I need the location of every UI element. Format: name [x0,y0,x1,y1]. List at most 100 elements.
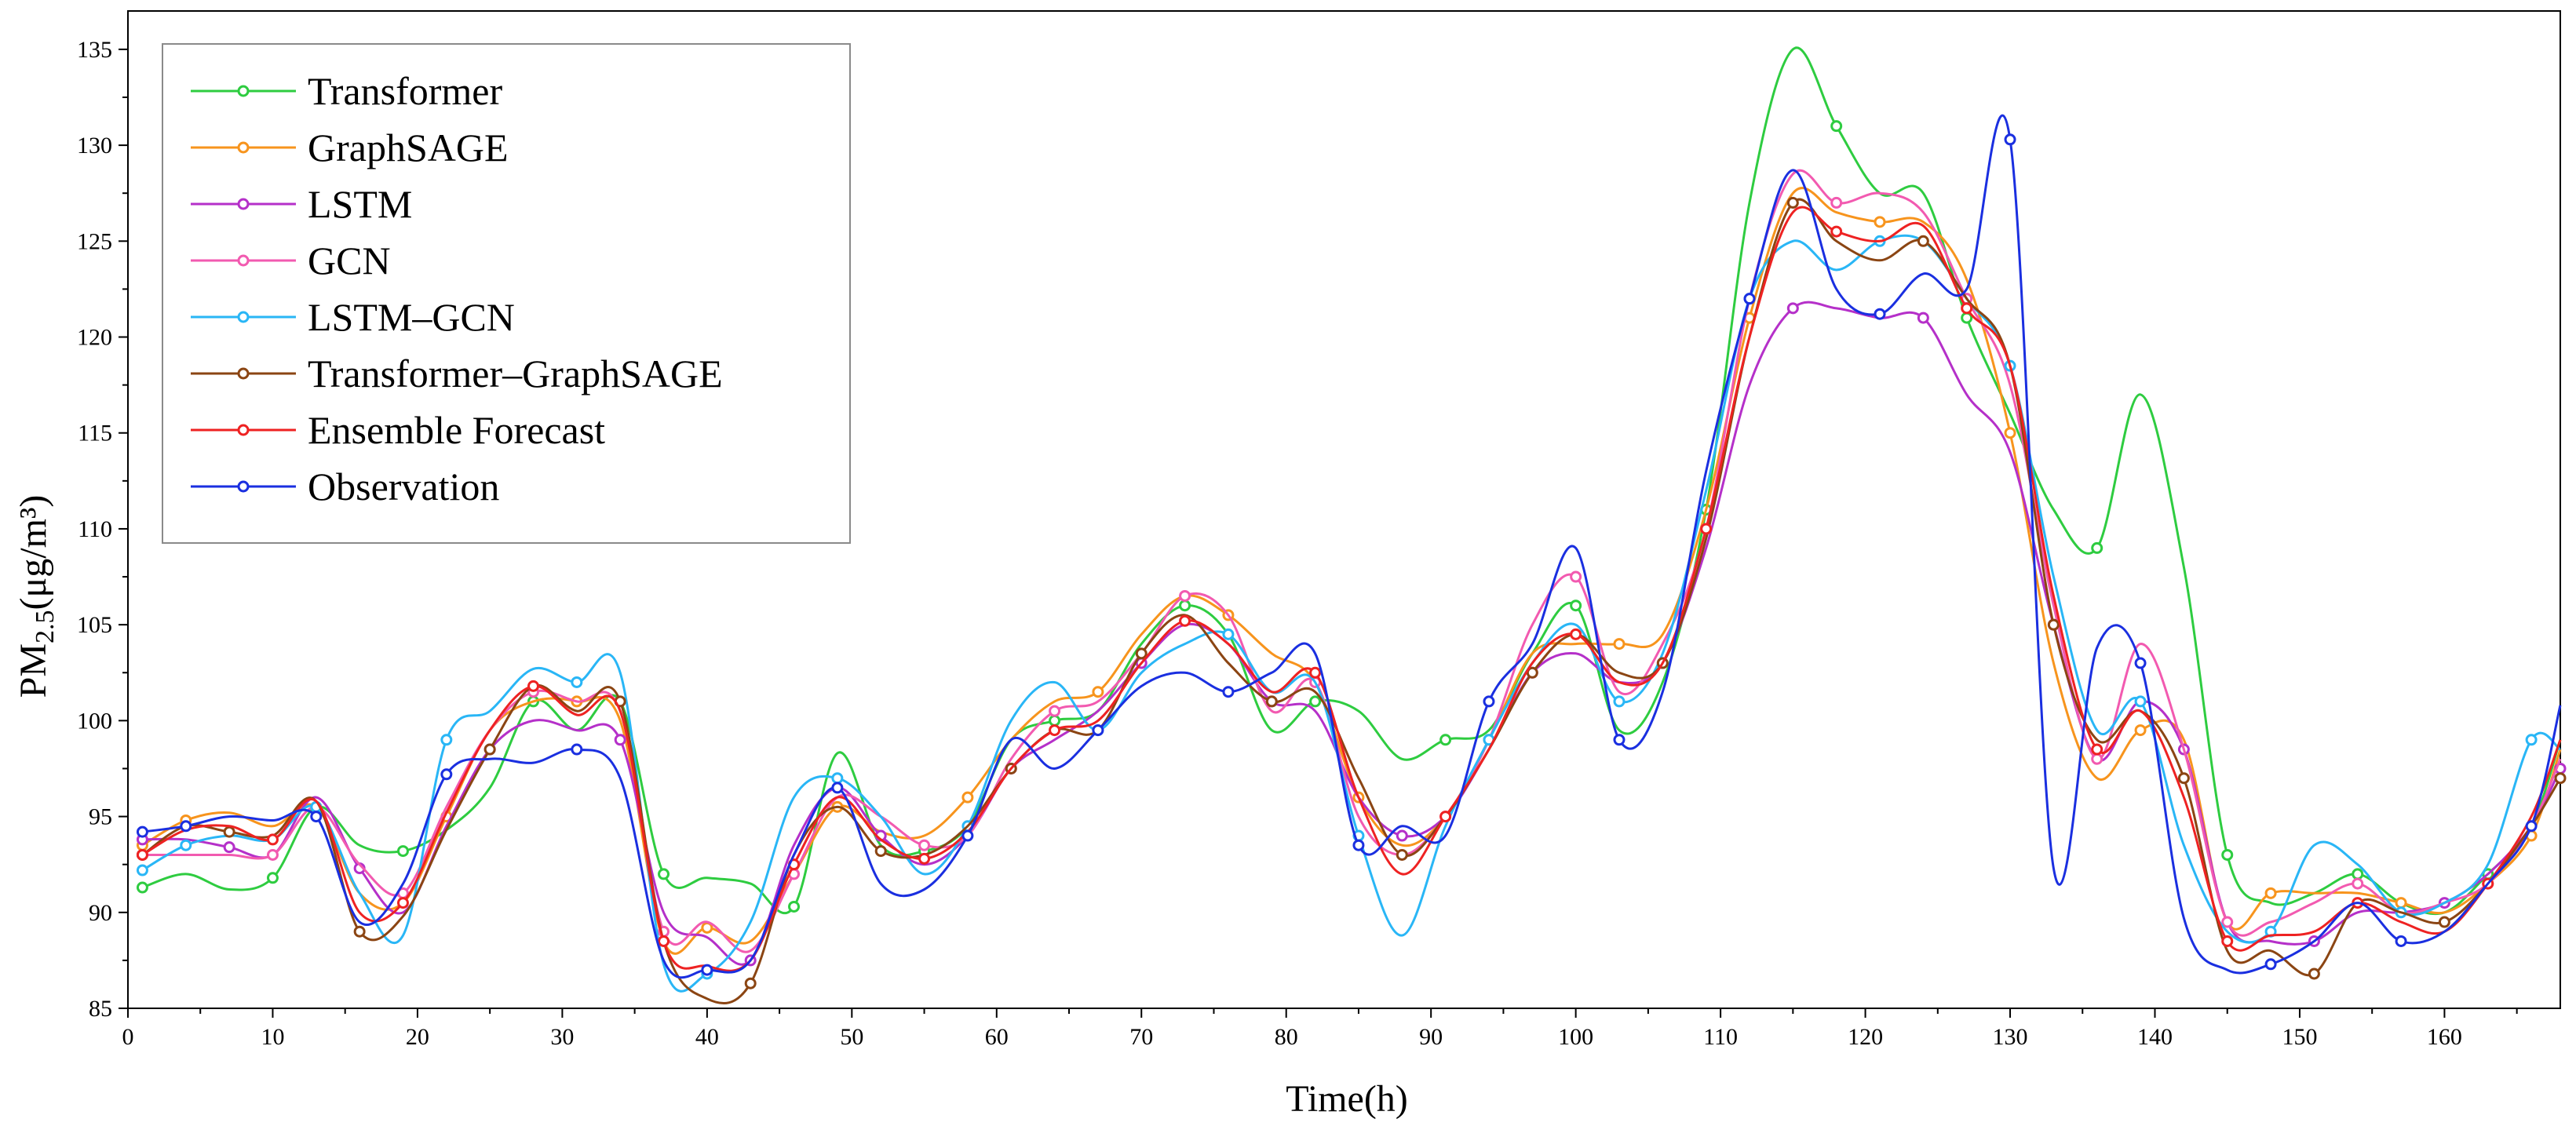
data-point [1352,839,1365,851]
legend-label: GraphSAGE [308,126,509,169]
data-point [2264,958,2277,971]
data-point [2004,427,2016,439]
legend-label: LSTM–GCN [308,295,515,339]
legend-item: GraphSAGE [191,126,509,169]
data-point [1179,589,1191,602]
data-point [1439,811,1452,823]
x-tick-label: 50 [840,1024,863,1050]
data-point [223,841,235,854]
data-point [180,820,192,833]
data-point [2525,734,2538,746]
legend-label: Transformer–GraphSAGE [308,352,723,395]
data-point [2091,743,2103,756]
data-point [2352,877,2364,890]
data-point [2395,935,2407,947]
data-point [831,772,844,785]
legend: Transformer GraphSAGE LSTM GCN LSTM–GCN Trans… [162,43,851,544]
data-point [2004,133,2016,146]
data-point [136,848,148,861]
data-point [1874,308,1886,320]
data-point [1613,695,1626,708]
data-point [310,811,323,823]
y-tick-label: 125 [77,228,112,254]
data-point [1743,293,1756,305]
legend-item: GCN [191,239,391,282]
y-axis-title-sub: 2.5 [31,610,60,643]
data-point [1570,570,1582,583]
x-tick-label: 150 [2282,1024,2317,1050]
data-point [1396,848,1408,861]
data-point [1613,734,1626,746]
data-point [2134,657,2147,669]
data-point [353,925,366,938]
data-point [1049,705,1061,717]
y-tick-label: 120 [77,325,112,351]
data-point [2221,916,2234,928]
data-point [1700,523,1713,535]
data-point [1179,599,1191,612]
data-point [2395,897,2407,909]
data-point [2177,772,2190,785]
legend-swatch-marker [237,254,250,267]
data-point [744,977,757,989]
x-tick-label: 10 [261,1024,284,1050]
data-point [1309,695,1322,708]
series-layer [136,46,2567,1004]
y-tick-label: 90 [89,900,112,926]
data-point [527,680,539,692]
y-tick-label: 105 [77,612,112,638]
data-point [658,868,670,880]
x-tick-label: 90 [1419,1024,1443,1050]
data-point [1786,302,1799,315]
data-point [961,829,974,842]
series-line [142,301,2562,966]
x-tick-label: 70 [1129,1024,1153,1050]
x-tick-label: 40 [695,1024,719,1050]
y-tick-label: 110 [78,516,112,542]
data-point [136,881,148,894]
data-point [1222,628,1235,640]
x-tick-label: 120 [1848,1024,1883,1050]
data-point [701,964,713,976]
data-point [918,839,931,851]
data-point [223,825,235,838]
data-point [961,791,974,804]
plot-frame [127,10,2561,1009]
data-point [266,872,279,884]
data-point [831,782,844,794]
data-point [2091,541,2103,554]
data-point [571,743,583,756]
data-point [1570,599,1582,612]
data-point [874,845,887,858]
data-point [2047,618,2060,631]
data-point [1613,638,1626,650]
data-point [2221,935,2234,947]
y-tick-label: 115 [78,421,112,446]
data-point [136,864,148,876]
data-point [2554,772,2567,785]
y-tick-label: 100 [77,708,112,734]
x-tick-label: 130 [1993,1024,2028,1050]
legend-item: Ensemble Forecast [191,408,605,452]
data-point [1786,196,1799,209]
legend-label: GCN [308,239,391,282]
data-point [483,743,496,756]
data-point [1092,686,1104,698]
data-point [1265,695,1278,708]
legend-item: Transformer [191,69,502,113]
data-point [2264,887,2277,899]
legend-swatch-marker [237,311,250,323]
x-tick-label: 80 [1275,1024,1298,1050]
data-point [1917,312,1929,324]
data-point [1049,724,1061,737]
data-point [2352,868,2364,880]
x-tick-label: 60 [985,1024,1009,1050]
data-point [1396,829,1408,842]
data-point [614,734,626,746]
y-tick-label: 85 [89,996,112,1022]
y-tick-label: 95 [89,804,112,830]
data-point [1483,695,1495,708]
data-point [1439,734,1452,746]
legend-swatch-marker [237,424,250,436]
legend-item: LSTM–GCN [191,295,515,339]
